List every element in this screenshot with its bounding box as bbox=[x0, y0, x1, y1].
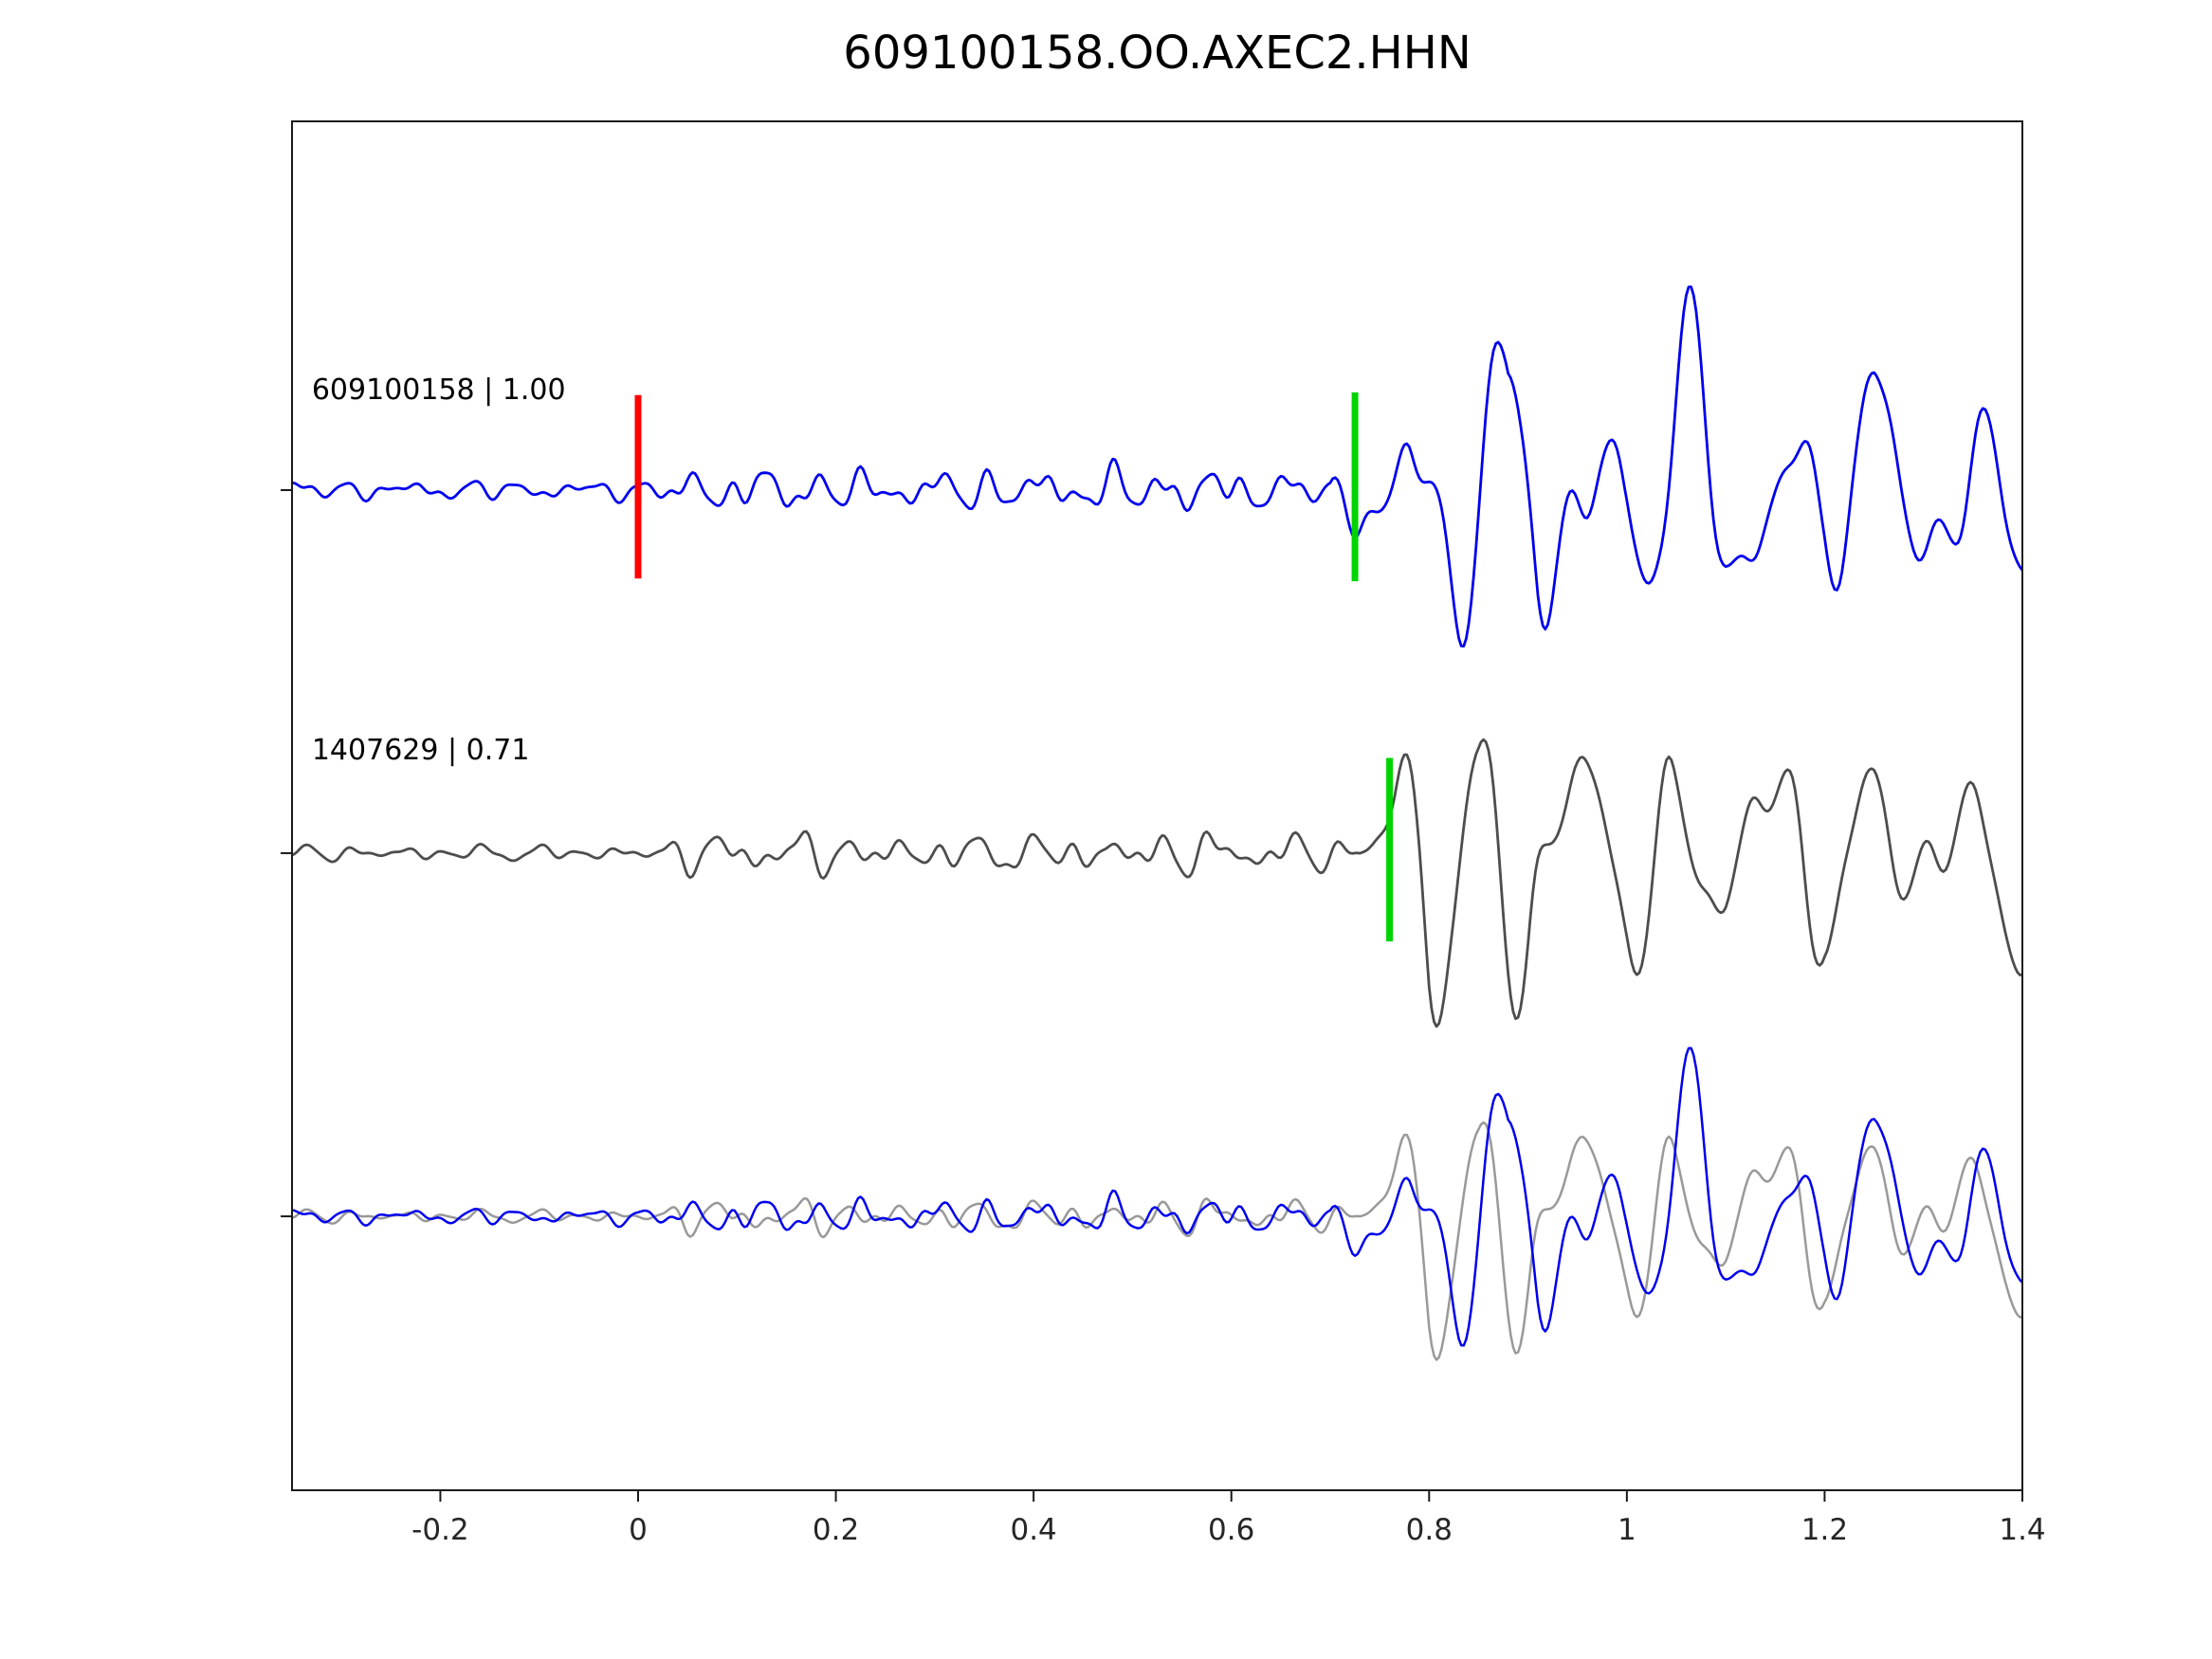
x-tick-label: 1 bbox=[1618, 1513, 1636, 1547]
trace-label-0: 609100158 | 1.00 bbox=[312, 374, 566, 407]
trace-event-1407629 bbox=[292, 738, 2022, 1029]
x-tick-label: 0 bbox=[629, 1513, 648, 1547]
x-tick-label: 1.2 bbox=[1801, 1513, 1848, 1547]
x-tick-label: -0.2 bbox=[411, 1513, 469, 1547]
traces-group bbox=[292, 285, 2022, 1361]
plot-area: 609100158 | 1.00 1407629 | 0.71 -0.2 0 0.2 0.… bbox=[281, 120, 2046, 1547]
trace-event-609100158 bbox=[292, 285, 2022, 647]
x-tick-label: 0.4 bbox=[1010, 1513, 1056, 1547]
figure-title: 609100158.OO.AXEC2.HHN bbox=[843, 27, 1472, 80]
trace-overlay-gray bbox=[292, 1121, 2022, 1361]
x-tick-label: 0.2 bbox=[813, 1513, 859, 1547]
axes-box bbox=[291, 120, 2023, 1491]
trace-label-1: 1407629 | 0.71 bbox=[312, 734, 530, 767]
x-tick-label: 1.4 bbox=[1999, 1513, 2045, 1547]
x-tick-label: 0.8 bbox=[1406, 1513, 1453, 1547]
x-tick-label: 0.6 bbox=[1208, 1513, 1254, 1547]
trace-overlay-blue bbox=[292, 1047, 2022, 1347]
